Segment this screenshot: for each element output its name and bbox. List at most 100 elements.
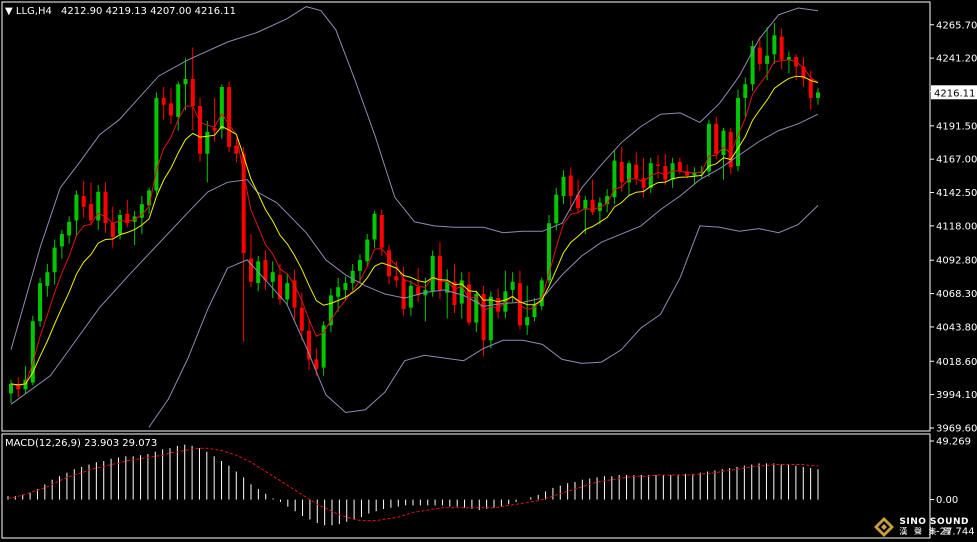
ma-slow-line [10, 75, 819, 386]
y-tick-label: 3994.10 [936, 390, 977, 401]
candle-body [38, 283, 43, 322]
candle-body [808, 78, 813, 98]
candle-body [619, 161, 624, 183]
candle-body [539, 280, 544, 307]
candle-body [765, 55, 770, 64]
candle-body [307, 330, 312, 360]
candle-body [125, 213, 130, 224]
candle-body [147, 190, 152, 206]
candle-body [656, 164, 661, 166]
watermark-brand-cn: 漢 聲 集 團 [899, 527, 954, 536]
candle-body [372, 213, 377, 240]
candle-body [692, 172, 697, 176]
candle-body [234, 145, 239, 154]
candle-body [139, 204, 144, 218]
candle-body [23, 379, 28, 390]
candle-body [52, 247, 57, 273]
candle-body [503, 291, 508, 312]
candle-body [132, 216, 137, 222]
candle-body [314, 359, 319, 369]
candle-body [379, 215, 384, 248]
candle-body [488, 296, 493, 341]
candle-body [328, 295, 333, 326]
candle-body [227, 86, 232, 147]
bollinger-middle-line [10, 113, 819, 405]
candle-body [750, 46, 755, 85]
y-tick-label: 4142.50 [936, 188, 977, 199]
macd-header: MACD(12,26,9) 23.903 29.073 [5, 438, 157, 449]
y-tick-label: 4167.00 [936, 155, 977, 166]
watermark: SINO SOUND 漢 聲 集 團 [873, 516, 969, 538]
candle-body [590, 200, 595, 213]
candle-body [16, 385, 21, 390]
macd-y-tick-label: 0.00 [936, 495, 958, 506]
candle-body [728, 131, 733, 168]
candle-body [176, 84, 181, 117]
current-price-label: 4216.11 [934, 88, 975, 99]
candle-body [394, 276, 399, 281]
candle-body [74, 194, 79, 221]
candle-body [721, 130, 726, 156]
candle-body [285, 283, 290, 300]
candle-body [525, 317, 530, 326]
candle-body [161, 97, 166, 105]
candle-body [743, 84, 748, 98]
candle-body [779, 36, 784, 60]
candle-body [299, 307, 304, 331]
candle-body [816, 92, 820, 98]
candle-body [270, 272, 275, 282]
candle-body [81, 195, 86, 207]
candle-body [357, 259, 362, 271]
candle-body [583, 200, 588, 210]
y-tick-label: 3969.60 [936, 424, 977, 435]
macd-y-tick-label: 49.269 [936, 437, 971, 448]
candle-body [677, 161, 682, 172]
candle-body [67, 221, 72, 236]
candle-body [263, 259, 268, 281]
candle-body [168, 103, 173, 116]
candle-body [561, 176, 566, 196]
ma-fast-line [10, 59, 819, 387]
candle-body [605, 195, 610, 205]
candle-body [45, 272, 50, 286]
candle-body [212, 127, 217, 131]
symbol-label: LLG,H4 [15, 6, 52, 17]
candle-body [517, 283, 522, 326]
symbol-header: ▼ LLG,H4 4212.90 4219.13 4207.00 4216.11 [5, 6, 236, 17]
sino-sound-logo-icon [874, 517, 895, 537]
y-tick-label: 4068.30 [936, 289, 977, 300]
candle-body [343, 283, 348, 290]
candle-body [183, 78, 188, 85]
dropdown-triangle-icon[interactable]: ▼ [5, 6, 13, 17]
candle-body [110, 223, 115, 237]
candle-body [685, 171, 690, 176]
bollinger-upper-line [10, 6, 819, 350]
candle-body [365, 239, 370, 262]
candle-body [118, 215, 123, 235]
candle-body [205, 131, 210, 154]
candle-body [336, 287, 341, 297]
macd-y-tick-label: -27.744 [936, 527, 975, 538]
candle-body [387, 250, 392, 277]
macd-signal-line [7, 447, 818, 522]
candle-body [96, 191, 101, 221]
candle-body [496, 298, 501, 312]
candle-body [219, 86, 224, 130]
candle-body [481, 293, 486, 341]
candle-body [786, 57, 791, 60]
candle-body [772, 35, 777, 55]
candle-body [714, 123, 719, 154]
candle-body [736, 97, 741, 166]
candle-body [554, 194, 559, 224]
candle-body [30, 321, 35, 383]
candle-body [474, 293, 479, 323]
candle-body [626, 163, 631, 183]
y-tick-label: 4265.70 [936, 20, 977, 31]
candle-body [416, 287, 421, 296]
candle-body [801, 66, 806, 79]
bollinger-lower-line [148, 205, 819, 428]
y-tick-label: 4241.20 [936, 54, 977, 65]
candle-body [278, 274, 282, 300]
watermark-brand-en: SINO SOUND [899, 517, 969, 527]
